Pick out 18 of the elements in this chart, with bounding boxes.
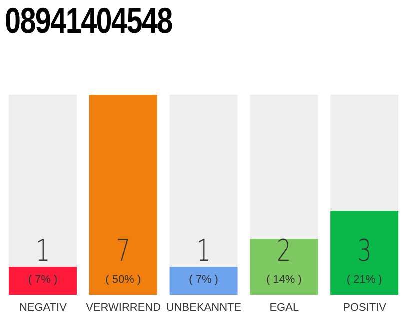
data-label: ( 50% ) xyxy=(106,274,142,286)
x-tick-label: POSITIV xyxy=(343,302,388,314)
bar xyxy=(170,267,238,295)
bar xyxy=(9,267,77,295)
data-label: ( 14% ) xyxy=(266,274,302,286)
annotation: 7 xyxy=(116,234,131,269)
data-label: ( 21% ) xyxy=(346,274,382,286)
annotation: 1 xyxy=(196,234,211,269)
annotation: 2 xyxy=(277,234,292,269)
x-tick-label: VERWIRREND xyxy=(86,302,162,314)
annotation: 3 xyxy=(357,234,372,269)
data-label: ( 7% ) xyxy=(189,274,218,286)
x-tick-label: UNBEKANNTE xyxy=(166,302,242,314)
x-tick-label: EGAL xyxy=(270,302,300,314)
annotation: 1 xyxy=(36,234,50,269)
chart-title: 08941404548 xyxy=(5,0,172,42)
x-tick-label: NEGATIV xyxy=(19,302,68,314)
data-label: ( 7% ) xyxy=(28,274,58,286)
